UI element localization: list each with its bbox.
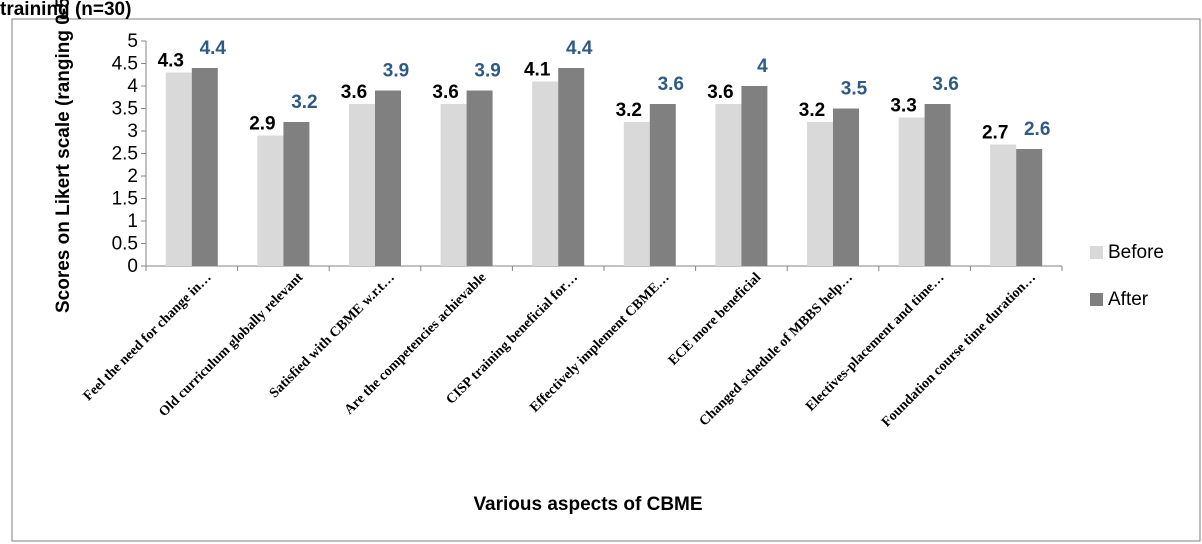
bar-before	[532, 81, 559, 266]
bar-before	[165, 72, 192, 266]
legend: Before After	[1090, 242, 1164, 310]
y-tick-label: 3.5	[112, 99, 138, 120]
y-tick-label: 1	[127, 211, 138, 232]
data-label-after: 2.6	[1024, 119, 1050, 140]
bar-before	[349, 104, 375, 266]
x-axis-label: Various aspects of CBME	[473, 494, 702, 515]
bar-after	[191, 68, 218, 266]
y-tick-label: 2.5	[112, 144, 138, 165]
legend-label-after: After	[1108, 289, 1149, 310]
data-label-after: 4.4	[566, 38, 593, 59]
data-label-before: 3.2	[799, 100, 825, 121]
bar-before	[257, 135, 284, 266]
y-tick-label: 4	[127, 76, 138, 97]
bar-before	[990, 144, 1017, 266]
data-label-before: 2.9	[249, 114, 275, 135]
bar-after	[466, 90, 493, 266]
bar-after	[1016, 149, 1043, 266]
bar-before	[715, 104, 742, 266]
data-label-after: 3.2	[291, 92, 317, 113]
y-tick-label: 3	[127, 121, 138, 142]
data-label-before: 3.6	[432, 82, 458, 103]
bar-after	[558, 68, 585, 266]
data-label-after: 3.9	[383, 61, 409, 82]
data-label-after: 3.5	[841, 79, 868, 100]
y-tick-label: 2	[127, 166, 138, 187]
data-label-before: 4.3	[158, 51, 184, 72]
bar-after	[924, 104, 951, 266]
y-tick-label: 5	[127, 31, 138, 52]
y-tick-label: 0	[127, 256, 138, 277]
bar-after	[375, 90, 401, 266]
bar-before	[898, 117, 925, 266]
bar-after	[649, 104, 676, 266]
legend-swatch-before	[1090, 246, 1103, 259]
data-label-after: 4.4	[200, 38, 227, 59]
legend-swatch-after	[1090, 293, 1103, 306]
data-label-before: 3.2	[616, 100, 642, 121]
y-tick-label: 0.5	[112, 234, 138, 255]
data-label-after: 3.9	[474, 61, 500, 82]
bar-before	[623, 122, 650, 266]
bar-before	[440, 104, 467, 266]
data-label-before: 3.6	[707, 82, 733, 103]
data-label-after: 4	[757, 56, 768, 77]
data-label-after: 3.6	[658, 74, 684, 95]
legend-label-before: Before	[1108, 242, 1164, 263]
chart-title-fragment: training (n=30)	[0, 0, 131, 20]
y-tick-label: 1.5	[112, 189, 138, 210]
bar-after	[741, 86, 768, 266]
data-label-after: 3.6	[932, 74, 958, 95]
data-label-before: 2.7	[982, 123, 1008, 144]
bar-before	[807, 122, 833, 266]
data-label-before: 3.6	[341, 82, 367, 103]
y-tick-label: 4.5	[112, 54, 138, 75]
data-label-before: 3.3	[890, 96, 916, 117]
bar-after	[283, 122, 310, 266]
bar-after	[833, 108, 859, 266]
data-label-before: 4.1	[524, 60, 551, 81]
y-axis-label: Scores on Likert scale (ranging 0-5)	[53, 0, 74, 313]
